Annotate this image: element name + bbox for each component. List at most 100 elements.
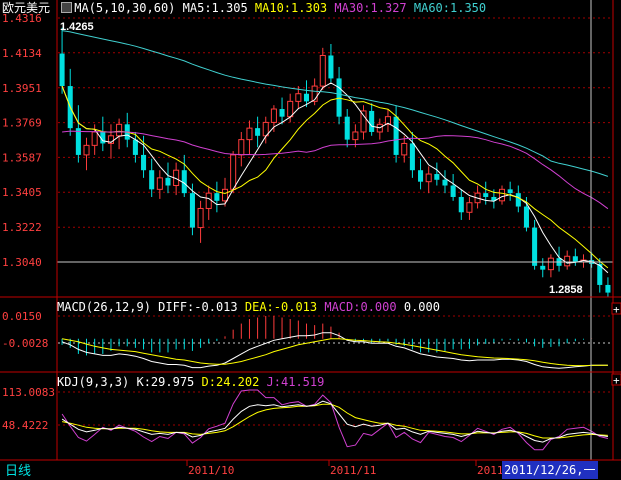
candlestick[interactable]	[434, 162, 440, 186]
macd-dea-line	[62, 338, 608, 367]
macd-diff-line	[61, 332, 608, 369]
candlestick[interactable]	[458, 189, 464, 220]
kdj-expand-button[interactable]	[611, 373, 621, 386]
price-axis-label: 1.3405	[2, 186, 42, 199]
candlestick[interactable]	[360, 105, 367, 140]
high-price-label: 1.4265	[60, 21, 94, 33]
low-price-label: 1.2858	[549, 284, 583, 296]
kdj-panel-header: KDJ(9,3,3) K:29.975 D:24.202 J:41.519	[57, 375, 324, 389]
candlestick[interactable]	[336, 66, 342, 125]
date-axis-label: 2011/10	[188, 464, 234, 477]
ma10-value: MA10:1.303	[254, 1, 328, 15]
period-tab-bg	[0, 461, 50, 480]
candlestick[interactable]	[547, 254, 554, 278]
macd-axis-label: 0.0150	[2, 310, 42, 323]
candlestick[interactable]	[214, 181, 220, 213]
kdj-d-value: D:24.202	[201, 375, 260, 389]
ma-params: MA(5,10,30,60)	[74, 1, 176, 15]
candlestick[interactable]	[279, 97, 285, 125]
price-axis: 1.4316 1.4134 1.3951 1.3769 1.3587 1.3405 1.32…	[2, 12, 42, 269]
candlestick[interactable]	[344, 109, 350, 148]
candlestick[interactable]	[401, 135, 408, 163]
candlestick[interactable]	[466, 196, 473, 220]
candlestick[interactable]	[328, 44, 334, 83]
price-axis-label: 1.3769	[2, 117, 42, 130]
cursor-date-label: 2011/12/26,一	[504, 463, 595, 477]
candlestick[interactable]	[83, 137, 90, 171]
candlestick[interactable]	[442, 170, 448, 194]
ma30-line	[62, 130, 609, 210]
macd-hist-value: MACD:0.000	[324, 300, 397, 314]
kdj-axis-label: 48.4222	[2, 419, 48, 432]
price-panel[interactable]	[59, 27, 611, 297]
period-tab-daily[interactable]: 日线	[5, 464, 31, 479]
cursor-date-box	[502, 461, 598, 479]
candlestick[interactable]	[532, 219, 538, 270]
candlestick[interactable]	[319, 47, 326, 90]
candlestick[interactable]	[107, 124, 114, 159]
macd-panel-header: MACD(26,12,9) DIFF:-0.013 DEA:-0.013 MAC…	[57, 300, 440, 314]
kdj-axis-label: 113.0083	[2, 386, 55, 399]
candlestick[interactable]	[75, 105, 81, 163]
candlestick[interactable]	[409, 131, 415, 178]
price-panel-header: 欧元美元 MA(5,10,30,60) MA5:1.305 MA10:1.303…	[2, 1, 486, 15]
ma60-line	[62, 30, 609, 177]
candlestick[interactable]	[393, 105, 399, 163]
candlestick[interactable]	[59, 27, 65, 94]
candlestick[interactable]	[295, 86, 302, 110]
ma5-value: MA5:1.305	[182, 1, 248, 15]
kdj-params: KDJ(9,3,3)	[57, 375, 130, 389]
candlestick[interactable]	[311, 78, 318, 106]
candlestick[interactable]	[515, 185, 521, 213]
candlestick[interactable]	[523, 196, 529, 232]
candlestick[interactable]	[605, 277, 611, 297]
candlestick[interactable]	[156, 170, 163, 199]
candlestick[interactable]	[255, 116, 261, 148]
candlestick[interactable]	[197, 200, 204, 243]
macd-plus-icon: +	[613, 303, 620, 316]
indicator-settings-icon[interactable]	[61, 2, 73, 13]
price-axis-label: 1.3587	[2, 151, 42, 164]
candlestick[interactable]	[597, 258, 603, 293]
kdj-axis: 113.0083 48.4222	[2, 386, 55, 432]
candlestick[interactable]	[181, 154, 187, 197]
ma10-line	[61, 85, 609, 269]
candlestick[interactable]	[425, 166, 432, 194]
candlestick[interactable]	[572, 248, 578, 266]
candlestick[interactable]	[189, 183, 195, 236]
macd-params: MACD(26,12,9)	[57, 300, 151, 314]
candlestick[interactable]	[165, 162, 171, 194]
kdj-j-value: J:41.519	[266, 375, 325, 389]
instrument-title: 欧元美元	[2, 1, 51, 15]
macd-expand-button[interactable]	[611, 302, 621, 315]
candlestick[interactable]	[149, 158, 155, 197]
candlestick[interactable]	[498, 185, 506, 205]
candlestick[interactable]	[507, 181, 513, 201]
kdj-panel[interactable]	[61, 389, 609, 451]
candlestick[interactable]	[132, 131, 138, 163]
macd-panel[interactable]	[61, 316, 608, 369]
candlestick[interactable]	[369, 103, 375, 136]
ma30-value: MA30:1.327	[334, 1, 407, 15]
candlestick[interactable]	[352, 124, 359, 148]
date-axis-label: 2011	[477, 464, 504, 477]
price-axis-label: 1.4134	[2, 47, 42, 60]
candlestick[interactable]	[246, 120, 253, 155]
macd-axis: 0.0150 -0.0028	[2, 310, 48, 350]
macd-extra-value: 0.000	[403, 300, 440, 314]
kdj-plus-icon: +	[613, 374, 620, 387]
candlestick[interactable]	[450, 174, 456, 201]
macd-diff-value: DIFF:-0.013	[158, 300, 238, 314]
kdj-k-line	[61, 400, 608, 443]
macd-dea-value: DEA:-0.013	[244, 300, 318, 314]
candlestick[interactable]	[303, 80, 310, 108]
price-axis-label: 1.3222	[2, 221, 42, 234]
candlestick[interactable]	[221, 177, 229, 207]
candlestick[interactable]	[418, 158, 424, 190]
candlestick[interactable]	[384, 109, 391, 132]
date-axis-label: 2011/11	[330, 464, 376, 477]
candlestick[interactable]	[100, 116, 106, 152]
price-axis-label: 1.3951	[2, 82, 42, 95]
candlestick[interactable]	[540, 258, 546, 278]
